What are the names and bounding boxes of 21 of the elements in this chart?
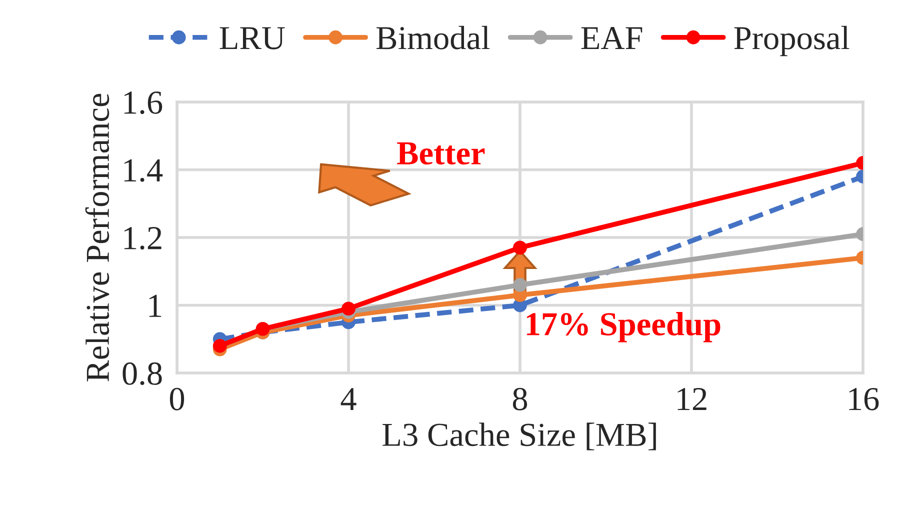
point [342,302,356,316]
x-tick-label: 0 [170,388,184,410]
y-axis-title: Relative Performance [85,94,110,382]
annotation: Better [397,142,485,165]
point [513,278,527,292]
y-tick-label: 1 [149,294,162,317]
y-tick-label: 0.8 [122,362,162,386]
annotation: 17% Speedup [526,312,720,342]
legend-label: Bimodal [376,26,490,50]
x-tick-label: 8 [512,388,528,410]
x-axis-title: L3 Cache Size [MB] [382,422,656,450]
y-tick-label: 1.6 [124,91,162,114]
x-tick-label: 12 [678,388,706,410]
y-tick-label: 1.2 [124,226,162,250]
legend-label: Proposal [734,26,850,56]
x-tick-label: 4 [340,388,356,410]
point [513,240,527,255]
legend-label: LRU [220,27,285,50]
x-tick-label: 16 [849,388,879,410]
legend-label: EAF [581,27,642,50]
y-tick-label: 1.4 [124,159,163,182]
